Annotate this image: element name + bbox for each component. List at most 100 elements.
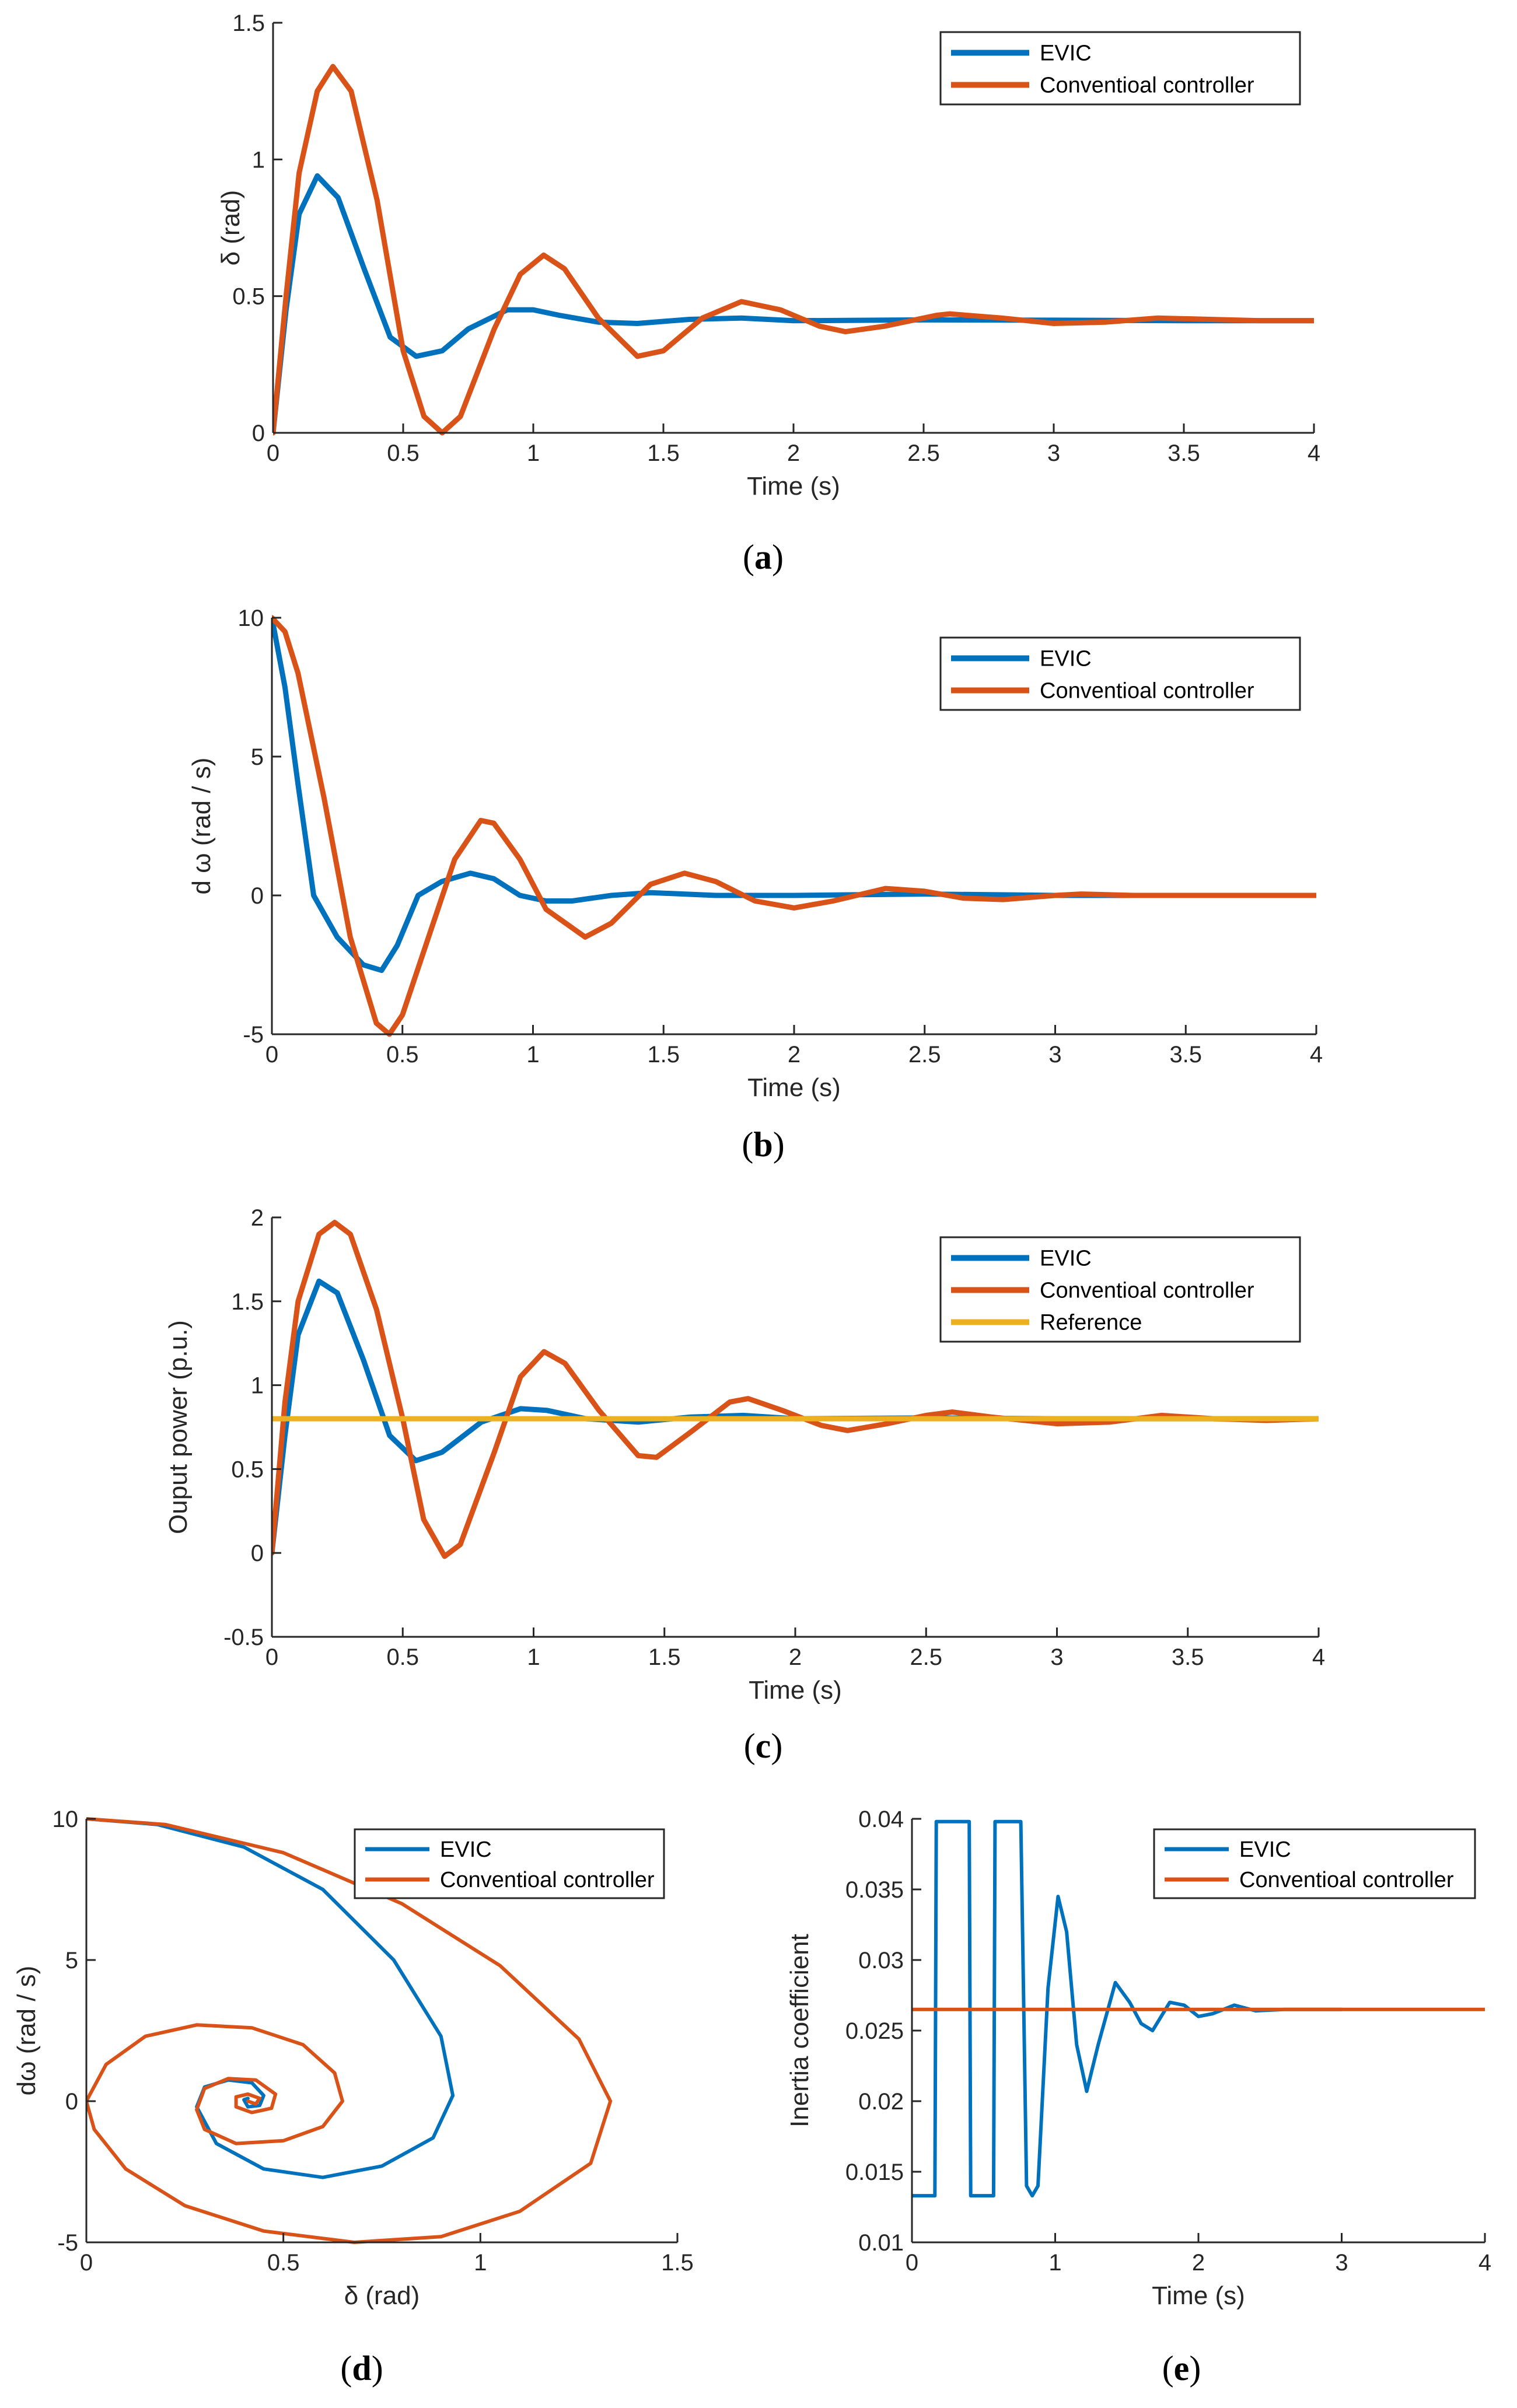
x-tick-label: 3 [1050,1644,1063,1670]
series-line-0 [912,1819,1344,2198]
x-tick-label: 1 [527,1644,540,1670]
x-axis-label: Time (s) [747,472,840,501]
panel-caption: (b) [742,1125,784,1164]
x-tick-label: 3.5 [1168,440,1200,466]
x-tick-label: 1 [526,1042,539,1068]
legend: EVIC Conventioal controller [1153,1828,1476,1899]
y-tick-label: 5 [65,1948,78,1973]
y-tick-label: 0.025 [845,2018,904,2044]
legend-label: EVIC [1040,41,1092,66]
x-tick-label: 2 [788,1042,801,1068]
y-tick-label: 0.02 [858,2089,904,2115]
chart-a: 0 0.5 1 1.5 2 2.5 3 3.5 4 0 0.5 1 1.5 Time (s) δ (rad)… [216,10,1320,576]
x-tick-label: 0.5 [387,440,420,466]
panel-caption: (e) [1162,2349,1201,2388]
x-tick-label: 1 [527,440,540,466]
x-tick-label: 1.5 [661,2250,694,2276]
y-axis-label: δ (rad) [216,190,245,266]
x-tick-label: 0.5 [386,1644,419,1670]
x-tick-label: 1.5 [647,440,680,466]
x-tick-label: 1 [474,2250,487,2276]
y-tick-label: 1 [252,147,265,173]
series-line-0 [272,615,1316,973]
legend-label: EVIC [1239,1838,1291,1862]
x-tick-label: 0.5 [267,2250,300,2276]
y-tick-label: 1.5 [231,1289,264,1315]
x-tick-label: 4 [1310,1042,1323,1068]
y-tick-label: 0 [252,421,265,446]
panel-caption: (a) [743,538,784,576]
y-tick-label: 10 [238,606,264,631]
legend-box [354,1828,665,1899]
y-tick-label: 1.5 [232,10,265,36]
y-tick-label: 0.015 [845,2160,904,2185]
y-tick-label: 0.03 [858,1948,904,1973]
series-line-1 [273,64,1314,436]
legend-label: Conventioal controller [1040,1279,1254,1303]
legend-box [939,636,1301,711]
series-line-0 [86,1817,455,2179]
x-tick-label: 2.5 [910,1644,942,1670]
x-axis-label: Time (s) [747,1073,841,1102]
legend-label: Conventioal controller [1239,1868,1454,1892]
panel-caption: (c) [744,1727,783,1765]
y-tick-label: -0.5 [223,1625,264,1650]
legend-label: Conventioal controller [440,1868,655,1892]
y-tick-label: 5 [251,744,264,770]
y-tick-label: 0.04 [858,1807,904,1832]
x-axis-label: δ (rad) [344,2281,420,2310]
x-tick-label: 0 [906,2250,918,2276]
series-line-0 [273,173,1314,436]
x-tick-label: 2.5 [907,440,940,466]
series-line-1 [272,615,1316,1037]
y-tick-label: 0 [65,2089,78,2115]
series-line-1 [86,1817,613,2244]
x-tick-label: 4 [1308,440,1320,466]
x-tick-label: 2 [787,440,800,466]
legend-label: Reference [1040,1311,1142,1335]
y-tick-label: 0.5 [231,1457,264,1482]
x-tick-label: 4 [1478,2250,1491,2276]
legend: EVIC Conventioal controller [939,636,1301,711]
x-tick-label: 2 [789,1644,802,1670]
x-tick-label: 3.5 [1169,1042,1202,1068]
y-axis-label: Inertia coefficient [785,1934,814,2127]
y-axis-label: Ouput power (p.u.) [164,1320,193,1534]
y-axis-label: dω (rad / s) [12,1966,41,2096]
y-tick-label: 0.5 [232,284,265,310]
x-tick-label: 2 [1192,2250,1205,2276]
chart-e: 0 1 2 3 4 0.01 0.015 0.02 0.025 0.03 0.035 0.04 Time… [785,1807,1491,2388]
x-tick-label: 3 [1048,1042,1061,1068]
x-tick-label: 1.5 [647,1042,680,1068]
y-tick-label: 2 [251,1205,264,1231]
y-tick-label: 0.035 [845,1877,904,1903]
x-axis-label: Time (s) [749,1676,842,1704]
legend-label: Conventioal controller [1040,74,1254,98]
y-axis-label: d ω (rad / s) [187,758,216,895]
x-axis-label: Time (s) [1152,2281,1245,2310]
legend-box [939,31,1301,106]
legend: EVIC Conventioal controller [354,1828,665,1899]
x-tick-label: 0.5 [386,1042,419,1068]
x-tick-label: 3.5 [1172,1644,1204,1670]
x-tick-label: 0 [265,1644,278,1670]
x-tick-label: 3 [1335,2250,1348,2276]
x-tick-label: 0 [265,1042,278,1068]
legend-label: EVIC [1040,1247,1092,1271]
x-tick-label: 0 [80,2250,93,2276]
x-tick-label: 2.5 [908,1042,941,1068]
x-tick-label: 4 [1312,1644,1325,1670]
x-tick-label: 1.5 [648,1644,681,1670]
y-tick-label: -5 [57,2230,78,2256]
legend: EVIC Conventioal controller [939,31,1301,106]
legend-label: EVIC [1040,647,1092,671]
legend-label: EVIC [440,1838,492,1862]
x-tick-label: 3 [1047,440,1060,466]
legend: EVIC Conventioal controller Reference [939,1236,1301,1343]
y-tick-label: 1 [251,1373,264,1399]
legend-box [1153,1828,1476,1899]
y-tick-label: 0.01 [858,2230,904,2256]
